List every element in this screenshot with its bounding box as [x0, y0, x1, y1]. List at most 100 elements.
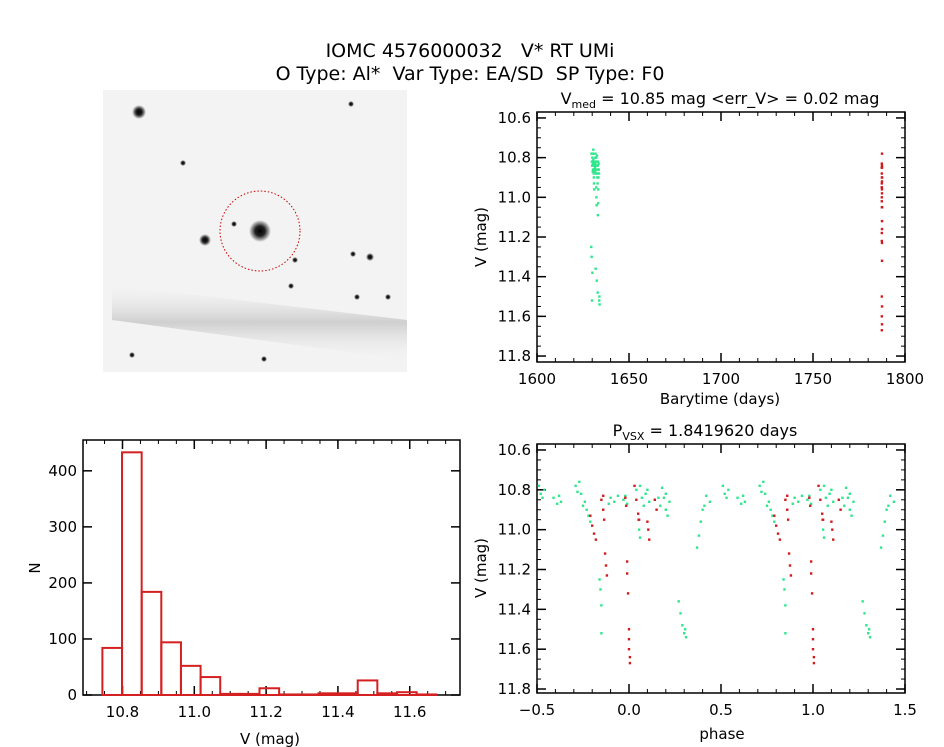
y-tick-label: 10.6 [498, 109, 531, 127]
data-point-series-b [880, 231, 884, 235]
data-point-series-a [708, 500, 712, 503]
data-point-series-a [583, 500, 587, 503]
data-point-series-a [576, 490, 579, 494]
data-point-series-a [885, 508, 888, 511]
data-point-series-a [590, 299, 594, 302]
data-point-series-a [591, 156, 594, 159]
data-point-series-a [594, 152, 597, 155]
data-point-series-a [578, 480, 581, 484]
data-point-series-a [594, 168, 598, 171]
data-point-series-a [593, 168, 596, 171]
data-point-series-b [600, 498, 603, 501]
x-tick-label: 10.8 [106, 703, 139, 721]
plot-frame [82, 439, 461, 696]
data-point-series-a [701, 508, 704, 511]
data-point-series-b [604, 564, 608, 567]
phased-xlabel: phase [699, 725, 744, 743]
data-point-series-a [762, 480, 765, 484]
data-point-series-a [595, 279, 598, 282]
data-point-series-b [880, 180, 884, 183]
data-point-series-a [843, 504, 846, 507]
data-point-series-b [653, 498, 656, 501]
data-point-series-a [638, 484, 642, 488]
data-point-series-a [887, 504, 890, 507]
data-point-series-b [637, 518, 641, 521]
star [180, 160, 186, 166]
data-point-series-b [627, 628, 631, 631]
data-point-series-a [879, 546, 883, 549]
data-point-series-b [880, 186, 884, 189]
data-point-series-a [598, 295, 601, 298]
data-point-series-a [579, 492, 583, 495]
data-point-series-b [880, 241, 884, 245]
data-point-series-a [638, 536, 642, 539]
data-point-series-a [648, 500, 651, 503]
histogram-bar [140, 590, 163, 697]
data-point-series-a [867, 628, 871, 631]
data-point-series-a [597, 299, 601, 302]
data-point-series-b [811, 638, 815, 641]
y-tick-label: 11.0 [498, 188, 531, 206]
star [288, 283, 294, 289]
data-point-series-b [880, 239, 884, 243]
data-point-series-b [821, 512, 824, 515]
data-point-series-a [591, 271, 594, 274]
data-point-series-a [594, 267, 597, 270]
data-point-series-b [880, 206, 884, 209]
data-point-series-a [646, 488, 649, 492]
histogram-bar [121, 451, 143, 697]
data-point-series-b [637, 512, 640, 515]
data-point-series-b [655, 508, 658, 511]
histogram-xlabel: V (mag) [240, 730, 300, 747]
x-tick-label: 0.5 [709, 701, 733, 719]
data-point-series-a [809, 502, 813, 505]
data-point-series-b [880, 172, 884, 175]
data-point-series-b [633, 484, 636, 488]
data-point-series-b [625, 572, 629, 575]
y-tick-label: 100 [48, 630, 77, 648]
data-point-series-b [624, 496, 627, 499]
data-point-series-a [640, 496, 644, 499]
data-point-series-a [594, 164, 597, 167]
data-point-series-b [605, 574, 609, 577]
data-point-series-a [808, 494, 811, 497]
data-point-series-a [783, 588, 786, 591]
data-point-series-a [595, 154, 599, 157]
data-point-series-b [778, 538, 782, 541]
data-point-series-a [773, 520, 776, 523]
data-point-series-a [868, 636, 872, 639]
data-point-series-b [880, 305, 884, 308]
data-point-series-a [637, 528, 641, 531]
star [354, 294, 360, 300]
y-tick-label: 10.8 [498, 481, 531, 499]
data-point-series-a [599, 588, 602, 591]
phased-plot: −0.5 0.0 0.5 1.0 1.5 10.6 10.8 11.0 11.2 11.4 11.6… [498, 441, 917, 719]
data-point-series-a [684, 636, 688, 639]
data-point-series-a [824, 496, 828, 499]
data-point-series-b [880, 219, 884, 223]
data-point-series-a [593, 166, 597, 169]
data-point-series-a [683, 628, 687, 631]
data-point-series-a [822, 536, 826, 539]
data-point-series-a [662, 496, 666, 499]
star [261, 356, 267, 362]
data-point-series-a [590, 255, 593, 259]
x-tick-label: 11.6 [393, 703, 426, 721]
x-tick-label: −0.5 [519, 701, 555, 719]
data-point-series-a [846, 496, 850, 499]
y-tick-label: 11.6 [498, 307, 531, 325]
figure-title: IOMC 4576000032 V* RT UMi [326, 40, 615, 62]
x-tick-label: 11.2 [249, 703, 282, 721]
data-point-series-a [660, 486, 664, 490]
data-point-series-a [635, 488, 638, 492]
data-point-series-a [585, 508, 588, 511]
data-point-series-b [648, 538, 651, 541]
data-point-series-b [809, 560, 813, 563]
data-point-series-a [537, 484, 541, 488]
data-point-series-a [740, 502, 743, 505]
data-point-series-a [793, 496, 796, 499]
data-point-series-a [592, 172, 595, 175]
data-point-series-a [589, 520, 592, 523]
data-point-series-a [600, 632, 603, 635]
data-point-series-a [595, 196, 598, 199]
